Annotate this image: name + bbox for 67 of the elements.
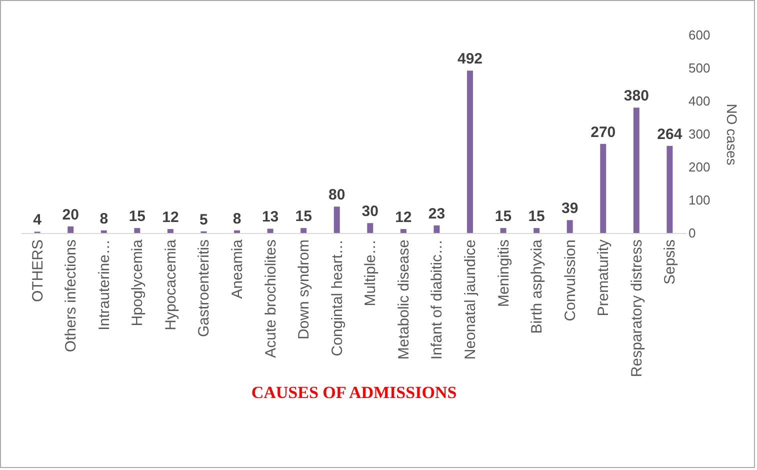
data-label: 8 <box>100 210 108 228</box>
data-label: 39 <box>562 200 578 218</box>
x-tick-label: Multiple… <box>362 240 380 306</box>
data-label: 15 <box>528 208 545 226</box>
bar <box>666 146 673 233</box>
bar <box>434 225 440 233</box>
y-tick-label: 100 <box>688 192 710 208</box>
data-label: 15 <box>295 208 312 226</box>
bar <box>334 206 340 233</box>
x-tick-label: Congintal heart… <box>328 240 346 356</box>
bar <box>600 144 606 233</box>
data-label: 20 <box>62 206 79 224</box>
y-axis-title: NO cases <box>724 104 740 166</box>
bar <box>534 228 540 233</box>
bar <box>167 229 174 233</box>
bar <box>466 70 473 233</box>
data-label: 12 <box>395 209 412 226</box>
data-label: 4 <box>33 212 42 229</box>
x-tick-label: Hpoglycemia <box>129 238 146 326</box>
x-tick-label: Meningitis <box>495 240 512 308</box>
bar <box>566 220 573 233</box>
bar <box>267 228 274 233</box>
x-tick-label: Sepsis <box>662 240 679 285</box>
data-label: 5 <box>200 211 208 228</box>
bar <box>400 229 406 233</box>
x-tick-label: Hypocacemia <box>162 238 180 330</box>
data-label: 380 <box>624 88 649 105</box>
bar <box>500 228 506 233</box>
x-tick-label: Down syndrom <box>296 240 313 340</box>
data-label: 15 <box>494 208 512 226</box>
x-tick-label: Prematurity <box>595 239 612 316</box>
y-tick-label: 300 <box>688 126 710 142</box>
x-tick-label: Infant of diabitic… <box>428 240 446 360</box>
bar <box>300 228 307 233</box>
x-tick-label: Neonatal jaundice <box>462 240 479 360</box>
bar <box>367 223 374 233</box>
x-tick-label: Birth asphyxia <box>528 238 546 334</box>
bar <box>100 230 107 233</box>
data-label: 80 <box>328 186 346 204</box>
data-label: 23 <box>428 205 446 222</box>
data-label: 264 <box>657 126 683 143</box>
x-tick-label: Resparatory distress <box>628 240 646 378</box>
data-label: 270 <box>590 124 616 141</box>
bar <box>234 230 240 233</box>
data-label: 15 <box>128 208 146 226</box>
x-tick-label: Convulssion <box>562 240 579 322</box>
x-tick-label: Metabolic disease <box>395 240 412 360</box>
y-tick-label: 0 <box>688 226 696 240</box>
y-tick-label: 500 <box>688 60 710 76</box>
data-label: 13 <box>262 208 279 226</box>
data-label: 492 <box>457 50 483 68</box>
data-label: 30 <box>362 203 378 220</box>
bar <box>134 228 140 233</box>
y-tick-label: 600 <box>688 28 710 42</box>
x-tick-label: Others infections <box>62 240 80 352</box>
bar <box>68 226 74 233</box>
data-label: 8 <box>232 210 242 228</box>
x-tick-label: Acute brochiolites <box>262 240 280 358</box>
bar <box>633 108 640 233</box>
x-tick-label: Aneamia <box>229 238 246 299</box>
x-tick-label: OTHERS <box>29 240 46 302</box>
x-tick-label: Gastroenteritis <box>196 240 213 338</box>
y-tick-label: 400 <box>688 94 710 108</box>
x-axis-title: CAUSES OF ADMISSIONS <box>251 383 457 402</box>
y-tick-label: 200 <box>688 160 710 174</box>
x-tick-label: Intrauterine… <box>96 240 113 330</box>
data-label: 12 <box>162 209 179 226</box>
